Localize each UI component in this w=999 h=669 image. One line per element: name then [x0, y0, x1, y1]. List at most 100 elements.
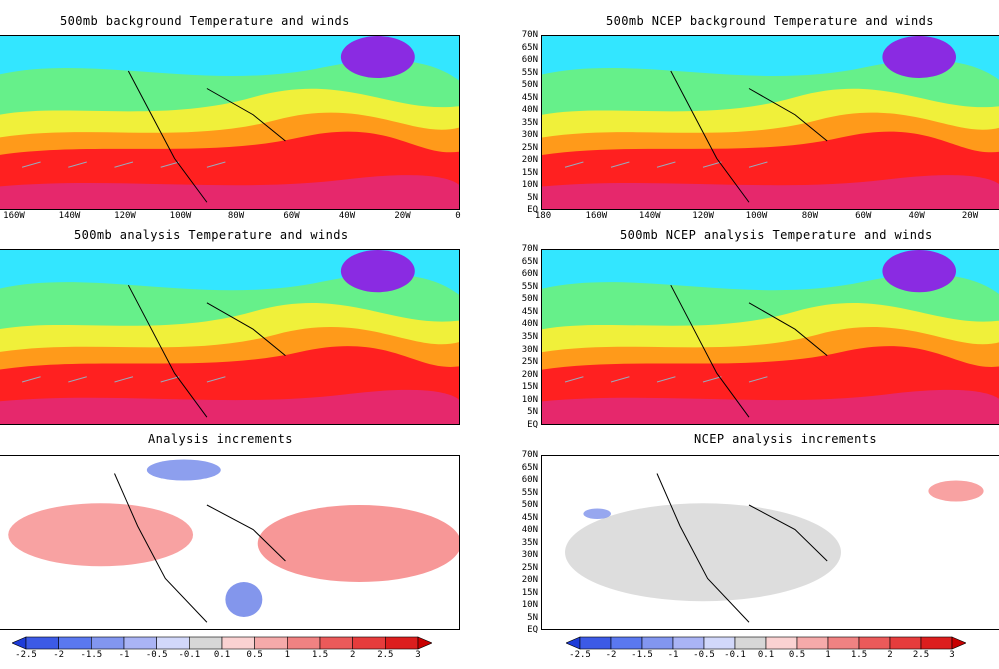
colorbar-tick-label: -2.5 [569, 650, 591, 660]
lat-tick-label: 70N [521, 244, 538, 254]
lon-tick-label: 20W [394, 211, 411, 221]
colorbar-tick-label: -1.5 [80, 650, 103, 660]
lon-tick-label: 180 [534, 211, 552, 221]
map-analysis [0, 249, 460, 425]
lat-tick-label: 60N [521, 475, 538, 485]
lat-tick-label: 30N [521, 130, 538, 140]
lat-tick-label: 40N [521, 105, 538, 115]
colorbar-tick-label: 1.5 [311, 650, 329, 660]
lon-tick-label: 100W [745, 211, 768, 221]
lat-tick-label: 10N [521, 600, 538, 610]
panel-title-ncep-analysis: 500mb NCEP analysis Temperature and wind… [620, 228, 933, 242]
colorbar-tick-label: 0.5 [246, 650, 263, 660]
lon-tick-label: 120W [114, 211, 136, 221]
colorbar-tick-label: 1.5 [850, 650, 868, 660]
lat-tick-label: 55N [521, 487, 538, 498]
lat-tick-label: 5N [527, 407, 538, 418]
lat-tick-label: 45N [521, 306, 538, 317]
map-background [0, 35, 460, 210]
lon-tick-label: 140W [638, 211, 661, 221]
lat-tick-label: 15N [521, 167, 538, 178]
lon-tick-label: 20W [961, 211, 979, 221]
lat-tick-label: 25N [521, 142, 538, 153]
panel-title-ncep-background: 500mb NCEP background Temperature and wi… [606, 14, 934, 28]
increment-field [0, 456, 459, 629]
temperature-field [0, 36, 459, 209]
map-ncep-background [541, 35, 999, 210]
temperature-field [0, 250, 459, 424]
lat-tick-label: 50N [521, 80, 538, 90]
lat-tick-label: 50N [521, 500, 538, 510]
colorbar-tick-label: 2 [349, 650, 356, 660]
colorbar-tick-label: 2.5 [912, 650, 930, 660]
lat-tick-label: EQ [527, 205, 538, 215]
lat-tick-label: 40N [521, 525, 538, 535]
colorbar-tick-label: -0.1 [724, 650, 746, 660]
colorbar-tick-label: -1 [667, 650, 679, 660]
panel-title-increments: Analysis increments [148, 432, 293, 446]
temperature-field [542, 250, 999, 424]
colorbar-tick-label: -1 [118, 650, 130, 660]
lat-tick-label: 5N [527, 612, 538, 623]
lat-tick-label: 20N [521, 155, 538, 165]
lat-tick-label: 15N [521, 587, 538, 598]
temperature-field [542, 36, 999, 209]
lat-tick-label: 35N [521, 537, 538, 548]
lon-tick-label: 40W [338, 211, 356, 221]
colorbar-tick-label: 3 [949, 650, 955, 660]
lat-tick-label: 20N [521, 575, 538, 585]
colorbar-tick-label: 1 [284, 650, 291, 660]
lon-tick-label: 40W [908, 211, 925, 221]
colorbar-tick-label: 1 [825, 650, 831, 660]
lat-tick-label: 70N [521, 30, 538, 40]
colorbar-tick-label: 3 [415, 650, 421, 660]
lat-tick-label: 15N [521, 382, 538, 393]
lat-tick-label: 35N [521, 117, 538, 128]
lon-tick-label: 60W [855, 211, 872, 221]
lat-tick-label: 70N [521, 450, 538, 460]
lon-tick-label: 140W [58, 211, 81, 221]
colorbar-tick-label: -1.5 [631, 650, 653, 660]
lat-tick-label: 40N [521, 319, 538, 330]
lon-tick-label: 80W [227, 211, 245, 221]
lon-tick-label: 160W [3, 211, 25, 221]
panel-title-analysis: 500mb analysis Temperature and winds [74, 228, 349, 242]
colorbar-tick-label: 0.5 [788, 650, 806, 660]
lon-tick-label: 60W [283, 211, 300, 221]
lat-tick-label: 30N [521, 344, 538, 355]
colorbar-tick-label: -2 [605, 650, 617, 660]
lat-tick-label: 10N [521, 180, 538, 190]
colorbar [12, 636, 432, 650]
lat-tick-label: 25N [521, 562, 538, 573]
lon-tick-label: 120W [692, 211, 714, 221]
colorbar [566, 636, 966, 650]
lat-tick-label: 5N [527, 192, 538, 203]
lat-tick-label: 20N [521, 369, 538, 380]
panel-title-background: 500mb background Temperature and winds [60, 14, 350, 28]
lat-tick-label: 45N [521, 92, 538, 103]
colorbar-tick-label: 0.1 [757, 650, 775, 660]
colorbar-tick-label: -2 [53, 650, 65, 660]
lon-tick-label: 160W [585, 211, 608, 221]
lon-tick-label: 80W [801, 211, 819, 221]
lat-tick-label: 45N [521, 512, 538, 523]
colorbar-tick-label: -0.1 [178, 650, 201, 660]
lat-tick-label: 65N [521, 462, 538, 473]
colorbar-tick-label: -0.5 [145, 650, 168, 660]
increment-field [542, 456, 999, 629]
lat-tick-label: 65N [521, 42, 538, 53]
lat-tick-label: 30N [521, 550, 538, 560]
lon-tick-label: 0 [455, 211, 461, 221]
colorbar-tick-label: -2.5 [15, 650, 37, 660]
lat-tick-label: 60N [521, 55, 538, 65]
lon-tick-label: 100W [169, 211, 192, 221]
map-increments [0, 455, 460, 630]
lat-tick-label: 65N [521, 256, 538, 267]
lat-tick-label: EQ [527, 420, 538, 430]
lat-tick-label: 35N [521, 332, 538, 342]
lat-tick-label: 55N [521, 67, 538, 78]
colorbar-tick-label: -0.5 [693, 650, 715, 660]
lat-tick-label: 25N [521, 357, 538, 368]
colorbar-tick-label: 2 [887, 650, 893, 660]
colorbar-tick-label: 0.1 [213, 650, 231, 660]
